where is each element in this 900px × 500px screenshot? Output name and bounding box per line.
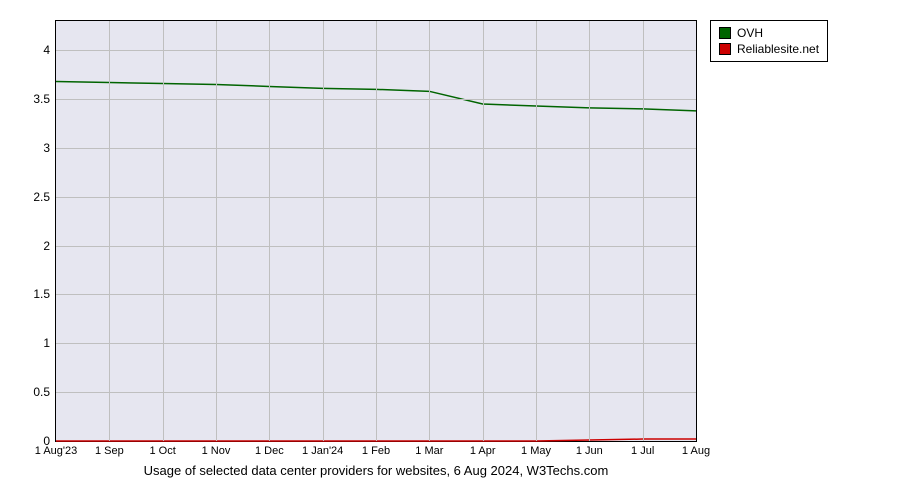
x-tick-label: 1 Nov [202,445,231,457]
grid-line-v [163,21,164,441]
grid-line-v [376,21,377,441]
x-tick-label: 1 Mar [415,445,443,457]
legend-swatch [719,43,731,55]
grid-line-v [483,21,484,441]
x-tick-label: 1 Oct [150,445,176,457]
legend-swatch [719,27,731,39]
legend-item: Reliablesite.net [719,41,819,57]
legend-label: OVH [737,26,763,40]
plot-area: Usage of selected data center providers … [55,20,697,442]
grid-line-v [216,21,217,441]
x-tick-label: 1 Feb [362,445,390,457]
chart-caption: Usage of selected data center providers … [56,463,696,478]
grid-line-v [429,21,430,441]
y-tick-label: 1.5 [33,287,50,301]
chart-container: Usage of selected data center providers … [10,10,890,490]
grid-line-v [643,21,644,441]
y-tick-label: 2 [43,239,50,253]
x-tick-label: 1 Dec [255,445,284,457]
grid-line-v [323,21,324,441]
grid-line-v [589,21,590,441]
legend: OVH Reliablesite.net [710,20,828,62]
x-tick-label: 1 Jun [576,445,603,457]
x-tick-label: 1 Aug [682,445,710,457]
y-tick-label: 1 [43,336,50,350]
y-tick-label: 0.5 [33,385,50,399]
y-tick-label: 4 [43,43,50,57]
x-tick-label: 1 Jul [631,445,654,457]
x-tick-label: 1 Aug'23 [35,445,77,457]
y-tick-label: 3.5 [33,92,50,106]
legend-label: Reliablesite.net [737,42,819,56]
grid-line-v [109,21,110,441]
y-tick-label: 2.5 [33,190,50,204]
x-tick-label: 1 Jan'24 [302,445,343,457]
grid-line-v [269,21,270,441]
x-tick-label: 1 Sep [95,445,124,457]
x-tick-label: 1 Apr [470,445,496,457]
x-tick-label: 1 May [521,445,551,457]
y-tick-label: 3 [43,141,50,155]
legend-item: OVH [719,25,819,41]
grid-line-v [536,21,537,441]
